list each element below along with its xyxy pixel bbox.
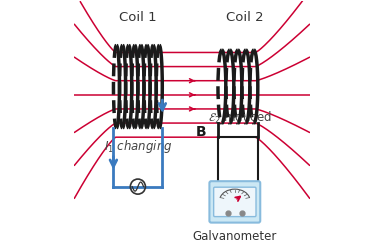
Text: Coil 1: Coil 1 [119, 11, 157, 24]
Text: $I_1$ changing: $I_1$ changing [104, 138, 172, 155]
FancyBboxPatch shape [209, 181, 260, 223]
Text: B: B [196, 125, 207, 139]
Text: Galvanometer: Galvanometer [193, 230, 277, 243]
Text: $\mathcal{E}_2$ induced: $\mathcal{E}_2$ induced [209, 110, 272, 126]
Text: Coil 2: Coil 2 [226, 11, 264, 24]
FancyBboxPatch shape [214, 187, 256, 217]
